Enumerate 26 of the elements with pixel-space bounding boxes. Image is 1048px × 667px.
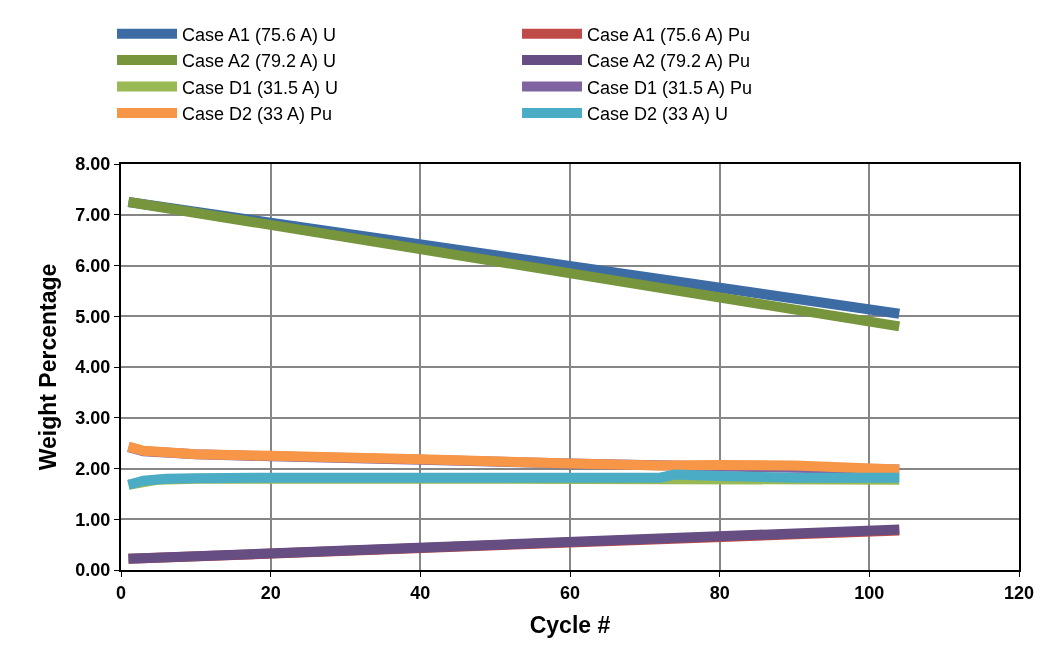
y-tick-label: 2.00 xyxy=(75,458,111,479)
x-tick-label: 120 xyxy=(1003,582,1035,603)
y-tick-label: 3.00 xyxy=(75,408,111,429)
legend-label: Case D2 (33 A) Pu xyxy=(182,103,333,124)
legend-label: Case A1 (75.6 A) Pu xyxy=(587,24,751,45)
y-tick-label: 7.00 xyxy=(75,205,111,226)
x-tick-label: 20 xyxy=(260,582,281,603)
x-tick-label: 60 xyxy=(559,582,581,603)
y-tick-label: 4.00 xyxy=(75,357,111,378)
legend-label: Case D2 (33 A) U xyxy=(587,103,729,124)
y-tick-label: 1.00 xyxy=(75,509,111,530)
y-tick-label: 8.00 xyxy=(75,154,111,175)
x-tick-label: 80 xyxy=(709,582,730,603)
y-axis-title: Weight Percentage xyxy=(35,263,62,471)
y-tick-label: 0.00 xyxy=(75,560,111,581)
x-tick-label: 0 xyxy=(115,582,127,603)
legend-label: Case D1 (31.5 A) U xyxy=(182,77,339,98)
x-tick-label: 40 xyxy=(410,582,431,603)
x-axis-title: Cycle # xyxy=(529,611,611,638)
legend-label: Case D1 (31.5 A) Pu xyxy=(587,77,753,98)
y-tick-label: 5.00 xyxy=(75,306,111,327)
legend-label: Case A2 (79.2 A) U xyxy=(182,51,337,72)
y-tick-label: 6.00 xyxy=(75,255,111,276)
x-tick-label: 100 xyxy=(854,582,885,603)
legend-label: Case A2 (79.2 A) Pu xyxy=(587,51,751,72)
legend-label: Case A1 (75.6 A) U xyxy=(182,24,337,45)
